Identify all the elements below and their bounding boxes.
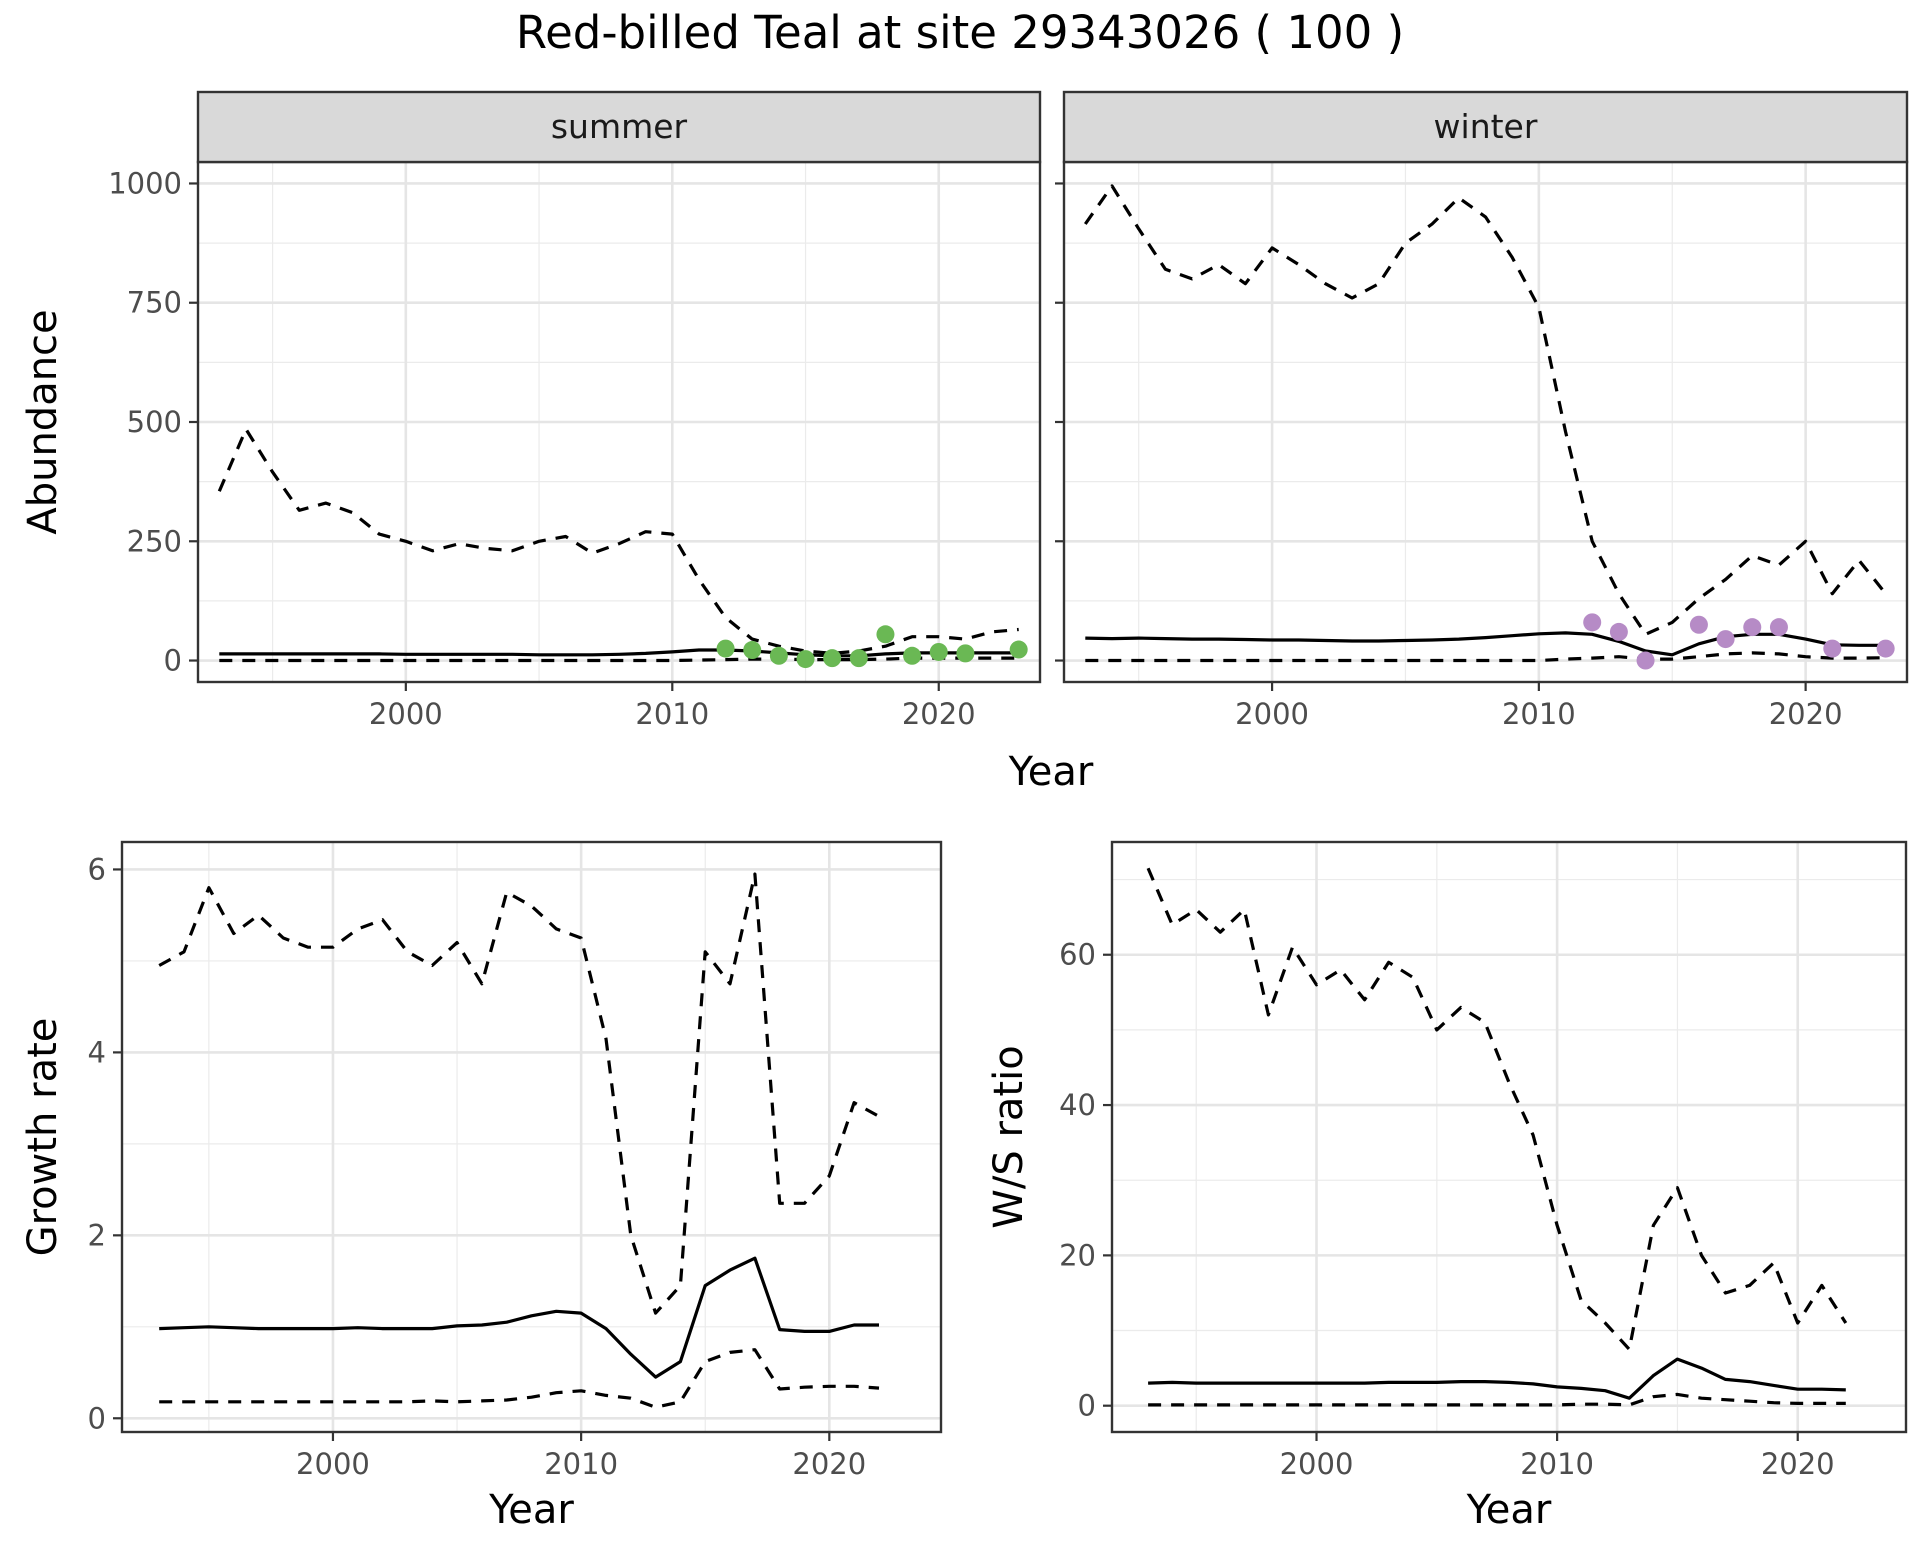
y-tick-label: 0 [88,1401,106,1435]
panel-growth-rate: 2000 2010 2020 0 2 4 6 Year Growth rate [20,840,943,1533]
observed-point [1609,622,1628,641]
x-tick-label: 2020 [1761,1447,1835,1481]
observed-point [903,646,922,665]
facet-strip [1062,90,1909,164]
y-tick-label: 40 [1059,1088,1096,1122]
observed-point [1743,618,1762,637]
panel-ws-ratio: 2000 2010 2020 0 20 40 60 Year W/S ratio [986,840,1908,1533]
series-line-lower-bound [1148,1392,1846,1407]
observed-point [796,650,815,669]
observed-point [1009,640,1028,659]
observed-point [1716,630,1735,649]
series-line-lower-bound [159,1348,880,1409]
series-line-estimate [219,648,1019,658]
observed-point [1876,639,1895,658]
facet-strip-label: summer [551,107,688,146]
observed-point [876,625,895,644]
series-line-upper-bound [1083,184,1887,636]
plot-background [1112,842,1906,1432]
y-tick-label: 750 [127,286,182,320]
x-tick-label: 2000 [296,1447,370,1481]
y-tick-label: 1000 [108,166,182,200]
y-tick-label: 4 [88,1035,106,1069]
y-tick-label: 60 [1059,938,1096,972]
facet-strip-label: winter [1434,107,1538,146]
facet-strip [196,90,1042,164]
y-tick-label: 250 [127,524,182,558]
series-line-estimate [1148,1357,1846,1400]
y-tick-label: 0 [164,644,182,678]
x-tick-label: 2020 [1769,697,1843,731]
x-tick-label: 2010 [544,1447,618,1481]
series-line-upper-bound [1146,867,1848,1351]
observed-point [929,642,948,661]
observed-point [769,646,788,665]
observed-point [1636,651,1655,670]
x-axis-title-top-row: Year [1008,749,1094,795]
series-line-lower-bound [219,656,1019,663]
observed-point [743,641,762,660]
y-axis-title: W/S ratio [986,1045,1032,1228]
observed-point [716,639,735,658]
y-tick-label: 6 [88,852,106,886]
panel-border [1110,840,1908,1434]
y-tick-label: 2 [88,1218,106,1252]
y-tick-label: 20 [1059,1238,1096,1272]
x-tick-label: 2010 [1520,1447,1594,1481]
panel-summer-abundance: summer 2000 2010 2020 0 250 500 750 1000 Abundanc… [20,90,1042,731]
observed-point [956,644,975,663]
x-tick-label: 2000 [369,697,443,731]
observed-point [1583,613,1602,632]
y-tick-label: 500 [127,405,182,439]
figure-title: Red-billed Teal at site 29343026 ( 100 ) [516,6,1404,59]
x-tick-label: 2000 [1280,1447,1354,1481]
series-line-lower-bound [1085,651,1886,663]
series-line-estimate [159,1256,879,1379]
series-line-upper-bound [217,427,1019,655]
observed-point [1769,618,1788,637]
panel-border [120,840,943,1434]
y-tick-label: 0 [1078,1389,1096,1423]
observed-point [1823,639,1842,658]
x-tick-label: 2000 [1235,697,1309,731]
y-axis-title: Growth rate [20,1018,66,1257]
series-line-upper-bound [158,872,880,1315]
observed-point [849,649,868,668]
x-tick-label: 2010 [1502,697,1576,731]
panel-winter-abundance: winter 2000 2010 2020 [1055,90,1909,731]
observed-point [823,649,842,668]
observed-point [1689,615,1708,634]
y-axis-title: Abundance [20,309,66,534]
x-axis-title: Year [1466,1487,1552,1533]
x-tick-label: 2020 [902,697,976,731]
x-tick-label: 2020 [792,1447,866,1481]
x-axis-title: Year [488,1487,574,1533]
plot-background [122,842,941,1432]
x-tick-label: 2010 [635,697,709,731]
